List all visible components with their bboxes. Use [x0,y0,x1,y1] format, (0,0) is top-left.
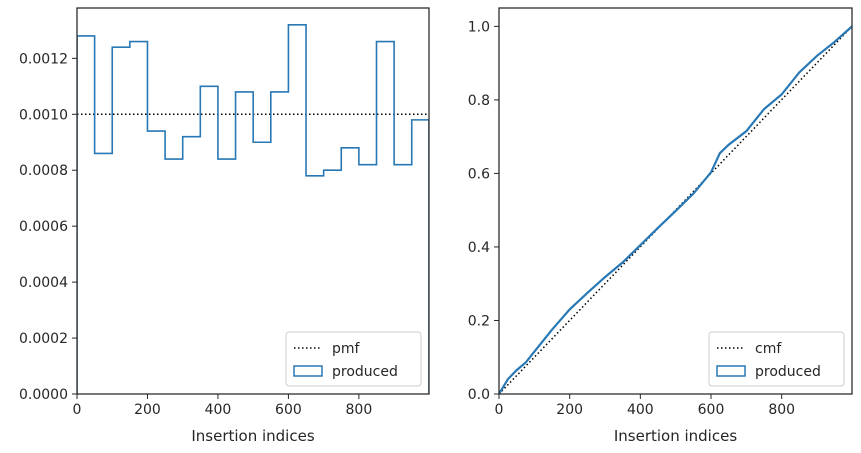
x-tick-label: 0 [73,402,82,418]
y-tick-label: 1.0 [468,19,490,35]
legend-label-pmf: pmf [332,341,361,357]
legend: pmf produced [285,331,422,387]
plot-area [77,23,429,394]
y-tick-label: 0.4 [468,240,490,256]
x-tick-label: 600 [698,402,725,418]
series-produced-line [499,25,852,394]
legend-swatch-produced [293,365,323,377]
legend-label-produced: produced [332,364,398,380]
plot-area [499,25,852,394]
y-tick-label: 0.0006 [19,219,68,235]
y-tick-label: 0.0004 [19,275,68,291]
x-tick-label: 600 [275,402,302,418]
y-tick-label: 0.8 [468,93,490,109]
x-tick-label: 0 [495,402,504,418]
y-tick-label: 0.0008 [19,163,68,179]
x-tick-label: 400 [627,402,654,418]
axes-frame [76,7,430,395]
y-tick-label: 0.0002 [19,331,68,347]
x-tick-label: 200 [556,402,583,418]
x-axis-label: Insertion indices [191,427,314,445]
chart-panel-2: 0 200 400 600 800 0.0 0.2 0.4 0.6 0.8 1.0 Insertion… [468,7,853,445]
x-tick-label: 800 [768,402,795,418]
legend-label-produced: produced [755,364,821,380]
x-tick-label: 400 [205,402,232,418]
y-tick-label: 0.2 [468,313,490,329]
legend-label-cmf: cmf [755,341,782,357]
x-axis-label: Insertion indices [614,427,737,445]
legend-box [285,331,422,387]
legend: cmf produced [708,331,845,387]
legend-swatch-produced [716,365,746,377]
y-tick-label: 0.0012 [19,51,68,67]
y-tick-label: 0.0 [468,387,490,403]
axes-frame [498,7,853,395]
legend-box [708,331,845,387]
y-tick-label: 0.0010 [19,107,68,123]
y-tick-label: 0.6 [468,166,490,182]
series-produced-line [77,23,429,394]
series-cmf-line [499,25,852,394]
y-tick-label: 0.0000 [19,387,68,403]
x-tick-label: 200 [134,402,161,418]
chart-panel-1: 0 200 400 600 800 0.0000 0.0002 0.0004 0.0006 0.0… [19,7,430,445]
x-tick-label: 800 [346,402,373,418]
